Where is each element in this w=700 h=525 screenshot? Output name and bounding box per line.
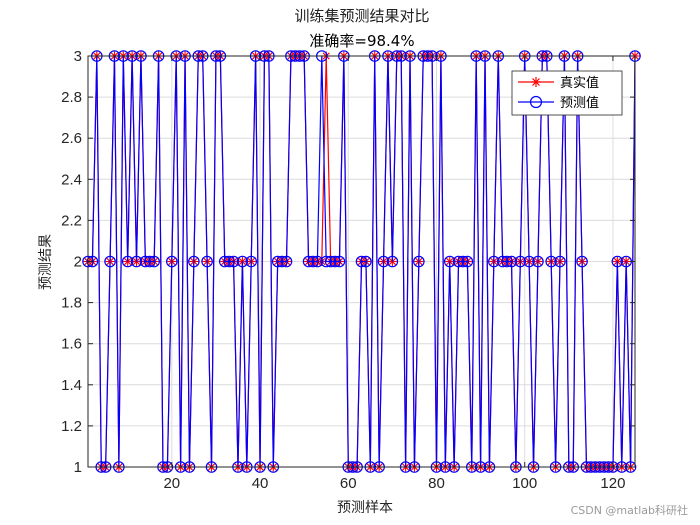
data-point-circle xyxy=(611,255,624,268)
data-point-circle xyxy=(333,255,346,268)
y-tick-label: 1.2 xyxy=(61,418,82,435)
y-tick-label: 3 xyxy=(74,48,82,65)
x-tick-label: 20 xyxy=(163,475,180,492)
y-tick-label: 1 xyxy=(74,459,82,476)
y-tick-label: 2.4 xyxy=(61,171,82,188)
legend-star-icon xyxy=(531,77,541,87)
data-point-circle xyxy=(360,255,372,268)
y-tick-label: 2.2 xyxy=(61,212,82,229)
data-point-circle xyxy=(545,255,557,268)
ticks: 1 1.2 1.4 1.6 1.8 2 2.2 2.4 2.6 2.8 3 20 40 60 80 100 12… xyxy=(61,48,635,492)
data-point-circle xyxy=(496,255,509,268)
data-point-circle xyxy=(166,255,178,268)
y-axis-label: 预测结果 xyxy=(38,234,54,290)
data-point-circle xyxy=(143,255,156,268)
data-point-circle xyxy=(201,255,213,268)
watermark: CSDN @matlab科研社 xyxy=(571,503,688,517)
y-tick-label: 2.8 xyxy=(61,89,82,106)
data-point-circle xyxy=(501,255,513,268)
x-tick-label: 100 xyxy=(512,475,537,492)
data-point-circle xyxy=(505,255,518,268)
x-tick-label: 80 xyxy=(428,475,445,492)
data-point-circle xyxy=(148,255,160,268)
data-point-circle xyxy=(461,255,474,268)
data-point-circle xyxy=(139,255,152,268)
y-tick-label: 1.6 xyxy=(61,336,82,353)
legend-box xyxy=(511,70,623,116)
data-point-circle xyxy=(188,255,200,268)
legend-circle-icon xyxy=(529,95,543,109)
data-point-circle xyxy=(457,255,469,268)
data-point-circle xyxy=(413,255,425,268)
data-point-circle xyxy=(86,255,99,268)
legend-label-actual: 真实值 xyxy=(560,75,599,91)
legend-label-predicted: 预测值 xyxy=(560,95,599,111)
data-point-circle xyxy=(276,255,288,268)
chart-title: 训练集预测结果对比 xyxy=(294,7,429,25)
y-tick-label: 1.4 xyxy=(61,377,82,394)
data-point-circle xyxy=(377,255,390,268)
data-point-circle xyxy=(523,255,535,268)
data-point-circle xyxy=(104,255,116,268)
data-point-circle xyxy=(227,255,240,268)
data-point-circle xyxy=(329,255,341,268)
data-point-circle xyxy=(452,255,465,268)
data-point-circle xyxy=(280,255,293,268)
data-point-circle xyxy=(488,255,500,268)
data-point-circle xyxy=(320,255,333,268)
x-tick-label: 60 xyxy=(340,475,357,492)
x-tick-label: 40 xyxy=(252,475,269,492)
data-point-circle xyxy=(576,255,588,268)
data-point-circle xyxy=(443,255,456,268)
data-point-circle xyxy=(130,255,143,268)
y-tick-label: 2.6 xyxy=(61,130,82,147)
data-point-circle xyxy=(223,255,235,268)
data-point-circle xyxy=(554,255,566,268)
data-point-circle xyxy=(386,255,399,268)
data-point-circle xyxy=(245,255,258,268)
y-tick-label: 2 xyxy=(74,254,82,271)
data-point-circle xyxy=(307,255,319,268)
data-point-circle xyxy=(218,255,231,268)
data-point-circle xyxy=(121,255,134,268)
data-point-circle xyxy=(532,255,544,268)
x-tick-label: 120 xyxy=(600,475,625,492)
data-point-circle xyxy=(271,255,284,268)
data-point-circle xyxy=(302,255,315,268)
chart-subtitle: 准确率=98.4% xyxy=(309,32,414,50)
data-point-circle xyxy=(355,255,368,268)
y-tick-label: 1.8 xyxy=(61,295,82,312)
data-point-circle xyxy=(311,255,324,268)
data-point-circle xyxy=(514,255,527,268)
x-axis-label: 预测样本 xyxy=(337,500,393,516)
data-point-circle xyxy=(236,255,249,268)
data-point-circle xyxy=(324,255,337,268)
legend: 真实值 预测值 xyxy=(511,70,623,116)
